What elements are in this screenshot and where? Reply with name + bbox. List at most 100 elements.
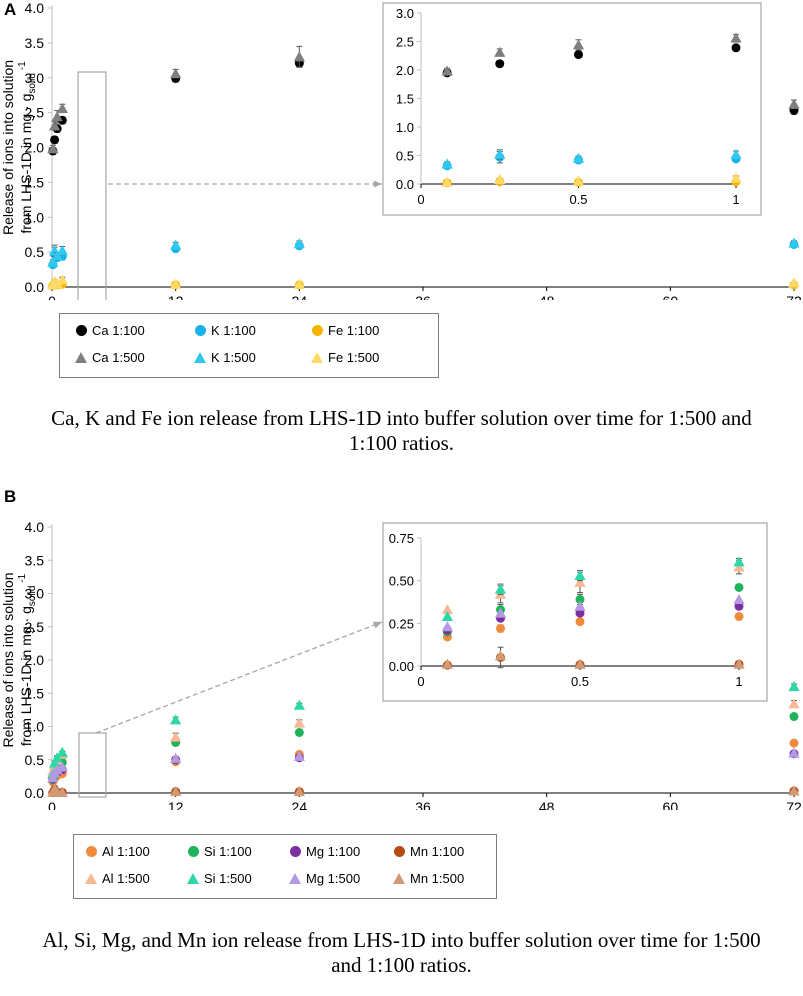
- legend-item: Ca 1:500: [74, 350, 145, 365]
- data-point: [788, 747, 800, 758]
- inset-y-tick-label: 1.5: [396, 92, 414, 107]
- inset-y-tick-label: 3.0: [396, 6, 414, 21]
- caption-a: Ca, K and Fe ion release from LHS-1D int…: [51, 406, 752, 455]
- inset-y-tick-label: 0.75: [389, 531, 414, 546]
- x-tick-label: 48: [539, 799, 555, 810]
- inset-x-tick-label: 0: [417, 192, 424, 207]
- legend-item: Ca 1:100: [74, 323, 145, 338]
- legend-label: Fe 1:100: [328, 323, 380, 338]
- data-point: [293, 238, 305, 249]
- y-label-superscript: -1: [17, 573, 28, 585]
- inset-data-point: [574, 576, 586, 587]
- legend-label: Mn 1:500: [410, 871, 465, 886]
- data-point: [170, 786, 182, 797]
- legend-label: Si 1:100: [204, 844, 252, 859]
- data-point: [56, 746, 68, 757]
- inset-y-tick-label: 2.0: [396, 63, 414, 78]
- data-point: [788, 277, 800, 288]
- inset-data-point: [575, 617, 585, 627]
- inset-data-point: [572, 175, 585, 186]
- y-tick-label: 3.0: [25, 70, 45, 86]
- circle-marker-icon: [195, 325, 206, 336]
- main-series-group: [47, 45, 800, 291]
- y-tick-label: 1.5: [25, 685, 45, 701]
- legend-item: Fe 1:500: [310, 350, 379, 365]
- inset-data-point: [734, 612, 744, 622]
- x-tick-label: 24: [292, 799, 308, 810]
- inset-data-point: [733, 561, 745, 572]
- legend-item: Fe 1:100: [310, 323, 379, 338]
- inset-data-point: [731, 43, 741, 53]
- zoom-box: [78, 732, 107, 798]
- triangle-marker-icon: [187, 873, 199, 884]
- legend-label: Ca 1:100: [92, 323, 145, 338]
- x-tick-label: 24: [292, 293, 308, 300]
- inset-data-point: [441, 621, 454, 632]
- legend-label: Si 1:500: [204, 871, 252, 886]
- y-tick-label: 2.5: [25, 619, 45, 635]
- triangle-marker-icon: [311, 352, 323, 363]
- legend-label: K 1:100: [211, 323, 256, 338]
- zoom-arrow-head: [373, 621, 382, 629]
- zoom-box: [77, 71, 107, 300]
- zoom-arrow: [95, 621, 383, 734]
- legend-label: Mg 1:500: [306, 871, 361, 886]
- y-tick-label: 2.5: [25, 105, 45, 121]
- inset-data-point: [733, 593, 745, 604]
- data-point: [51, 764, 63, 775]
- data-point: [788, 98, 800, 109]
- inset-data-point: [494, 148, 506, 159]
- data-point: [294, 727, 304, 737]
- inset-data-point: [494, 46, 506, 57]
- y-label-superscript: -1: [17, 61, 28, 73]
- panel-letter-b: B: [4, 487, 17, 506]
- circle-marker-icon: [76, 325, 87, 336]
- inset-data-point: [572, 39, 585, 50]
- inset-x-tick-label: 0.5: [569, 192, 587, 207]
- legend-item: K 1:100: [193, 323, 256, 338]
- data-point: [47, 772, 59, 783]
- legend-item: Mn 1:500: [392, 871, 464, 886]
- legend-item: Mg 1:100: [288, 844, 360, 859]
- inset-data-point: [574, 569, 586, 581]
- legend-a: Ca 1:100 K 1:100 Fe 1:100 Ca 1:500 K 1:5…: [59, 313, 439, 378]
- inset-y-tick-label: 0.50: [389, 574, 414, 589]
- data-point: [293, 278, 305, 289]
- data-point: [789, 712, 799, 722]
- inset-data-point: [441, 158, 453, 169]
- legend-label: K 1:500: [211, 350, 256, 365]
- caption-b: Al, Si, Mg, and Mn ion release from LHS-…: [42, 928, 761, 977]
- data-point: [56, 245, 68, 256]
- x-tick-label: 48: [539, 293, 555, 300]
- legend-item: K 1:500: [193, 350, 256, 365]
- legend-label: Al 1:100: [102, 844, 150, 859]
- circle-marker-icon: [86, 846, 97, 857]
- legend-label: Mg 1:100: [306, 844, 361, 859]
- inset-data-point: [441, 604, 454, 615]
- data-point: [56, 786, 68, 797]
- data-point: [51, 752, 63, 763]
- data-point: [789, 738, 799, 748]
- legend-label: Al 1:500: [102, 871, 150, 886]
- x-tick-label: 12: [168, 799, 184, 810]
- y-tick-label: 0.5: [25, 244, 45, 260]
- inset-data-point: [494, 173, 506, 184]
- chart-b: 0.0 0.5 1.0 1.5 2.0 2.5 3.0 3.5 4.0 0 12 24 36 48 60 72…: [0, 519, 802, 810]
- main-series-group: [47, 680, 800, 798]
- inset-y-tick-label: 0.5: [396, 149, 414, 164]
- inset-data-point: [441, 610, 454, 622]
- inset-data-point: [730, 148, 742, 159]
- data-point: [293, 750, 305, 761]
- data-point: [788, 237, 800, 248]
- x-tick-label: 72: [786, 293, 802, 300]
- inset-y-tick-label: 2.5: [396, 35, 414, 50]
- y-tick-label: 1.0: [25, 209, 45, 225]
- data-point: [170, 239, 182, 250]
- x-tick-label: 36: [415, 293, 431, 300]
- data-point: [170, 714, 182, 725]
- inset-x-tick-label: 1: [735, 674, 742, 689]
- inset-data-point: [733, 556, 745, 567]
- inset-data-point: [575, 594, 585, 604]
- data-point: [50, 135, 60, 145]
- data-point: [47, 256, 59, 268]
